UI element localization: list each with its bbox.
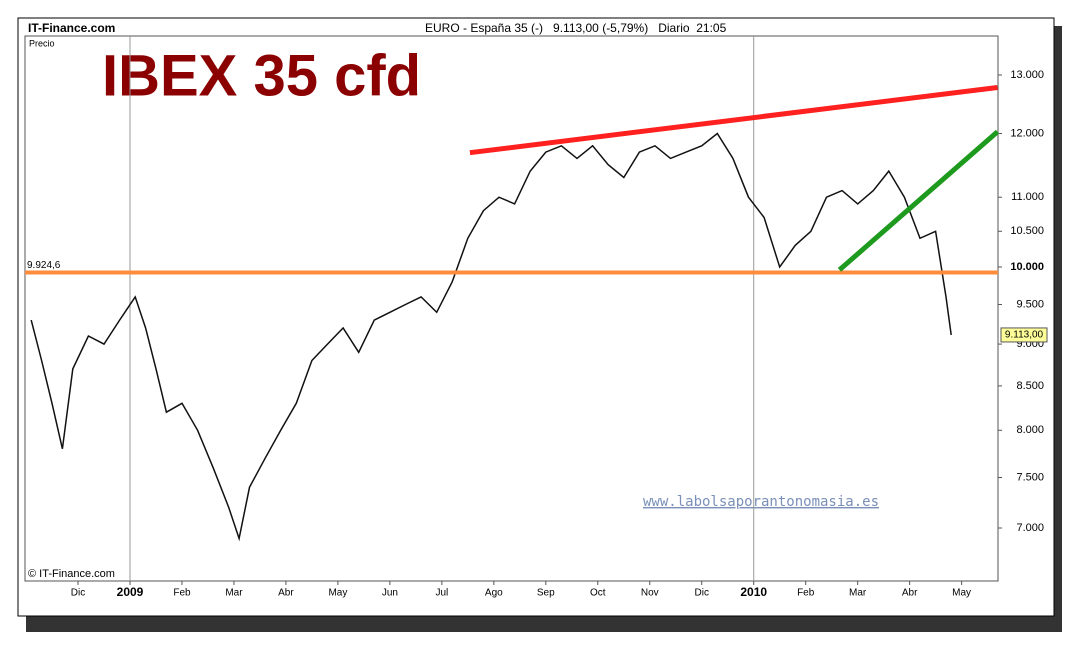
plot-area (24, 35, 999, 582)
y-tick-label: 8.500 (1016, 380, 1044, 392)
support-label: 9.924,6 (27, 260, 61, 271)
x-tick-label: Ago (485, 588, 503, 599)
x-tick-label: May (952, 588, 971, 599)
y-tick-label: 9.500 (1016, 298, 1044, 310)
x-tick-label: Dic (695, 588, 709, 599)
y-tick-label: 10.000 (1010, 261, 1044, 273)
x-tick-label: Abr (278, 588, 294, 599)
y-tick-label: 13.000 (1010, 69, 1044, 81)
x-tick-label: Jul (435, 588, 448, 599)
x-tick-label: Feb (797, 588, 815, 599)
x-tick-label: Mar (849, 588, 867, 599)
y-tick-label: 7.500 (1016, 471, 1044, 483)
x-tick-label: Mar (225, 588, 243, 599)
source: IT-Finance.com (28, 21, 115, 35)
trend-line (469, 84, 998, 156)
x-tick-label: Abr (902, 588, 918, 599)
x-tick-label: Jun (382, 588, 398, 599)
trend-line (837, 129, 1000, 272)
x-tick-label: Oct (590, 588, 606, 599)
x-tick-label: Nov (641, 588, 659, 599)
y-tick-label: 11.000 (1011, 191, 1044, 203)
y-tick-label: 12.000 (1010, 127, 1044, 139)
y-tick-label: 10.500 (1010, 225, 1044, 237)
x-tick-label: 2009 (117, 585, 144, 599)
y-tick-label: 7.000 (1016, 522, 1044, 534)
copyright: © IT-Finance.com (28, 568, 115, 580)
x-tick-label: 2010 (740, 585, 767, 599)
chart-title: IBEX 35 cfd (102, 43, 421, 108)
x-tick-label: Dic (71, 588, 85, 599)
watermark: www.labolsaporantonomasia.es (643, 494, 879, 510)
y-tick-label: 8.000 (1016, 424, 1044, 436)
header: EURO - España 35 (-) 9.113,00 (-5,79%) D… (425, 21, 727, 35)
price-line (30, 132, 952, 542)
x-tick-label: Sep (537, 588, 555, 599)
x-tick-label: May (328, 588, 347, 599)
y-label: Precio (29, 38, 55, 48)
last-price-label: 9.113,00 (1005, 330, 1044, 341)
x-tick-label: Feb (173, 588, 191, 599)
last-price-box (1000, 327, 1048, 343)
